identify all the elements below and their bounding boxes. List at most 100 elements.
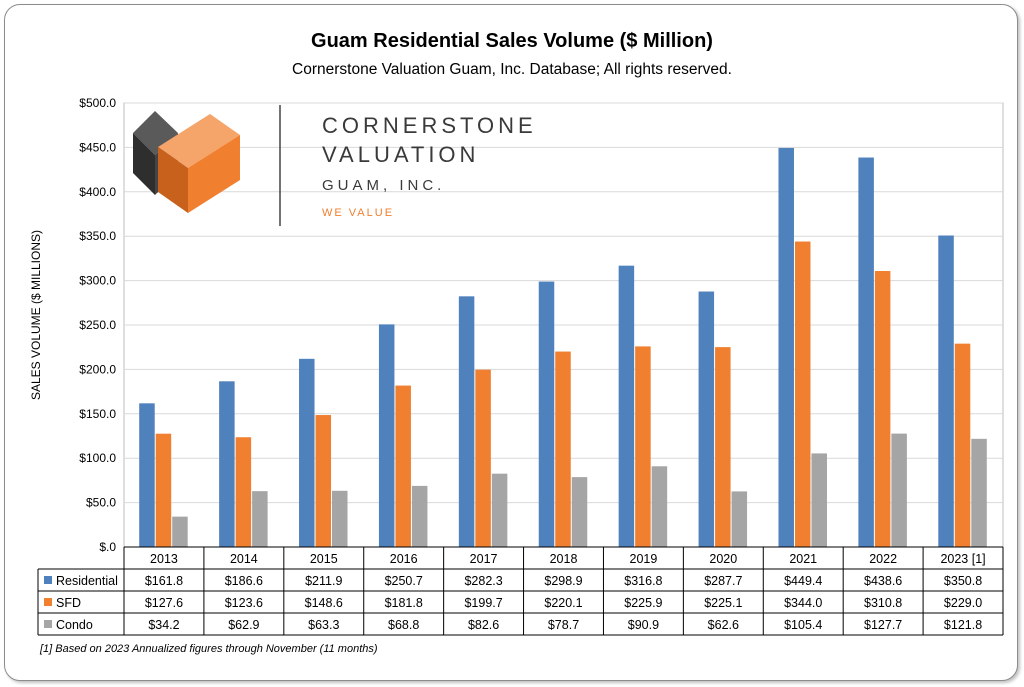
data-label: $63.3 bbox=[308, 618, 339, 632]
chart-subtitle: Cornerstone Valuation Guam, Inc. Databas… bbox=[292, 61, 732, 78]
bar-sfd-2021 bbox=[794, 241, 811, 547]
data-label: $199.7 bbox=[464, 596, 502, 610]
data-label: $225.9 bbox=[624, 596, 662, 610]
y-tick-label: $400.0 bbox=[79, 185, 116, 199]
y-tick-label: $450.0 bbox=[79, 140, 116, 154]
legend-swatch-condo bbox=[44, 620, 52, 628]
legend-swatch-residential bbox=[44, 576, 52, 584]
logo-orange-right bbox=[188, 135, 240, 213]
data-label: $225.1 bbox=[704, 596, 742, 610]
data-label: $105.4 bbox=[784, 618, 822, 632]
bar-condo-2017 bbox=[491, 473, 508, 547]
data-label: $250.7 bbox=[385, 574, 423, 588]
data-label: $127.7 bbox=[864, 618, 902, 632]
y-tick-label: $50.0 bbox=[86, 496, 116, 510]
bar-residential-2015 bbox=[299, 358, 315, 547]
footnote: [1] Based on 2023 Annualized figures thr… bbox=[40, 643, 378, 655]
bar-residential-20231 bbox=[938, 235, 954, 547]
bar-sfd-2019 bbox=[635, 346, 651, 547]
bar-residential-2014 bbox=[219, 381, 235, 547]
bar-condo-2020 bbox=[731, 491, 748, 547]
x-tick-label: 2020 bbox=[709, 552, 737, 566]
data-label: $82.6 bbox=[468, 618, 499, 632]
bar-sfd-2013 bbox=[155, 433, 172, 547]
bar-condo-20231 bbox=[971, 438, 987, 547]
bar-residential-2013 bbox=[139, 403, 155, 547]
x-tick-label: 2019 bbox=[630, 552, 658, 566]
x-tick-label: 2022 bbox=[869, 552, 897, 566]
bar-sfd-2018 bbox=[555, 351, 571, 547]
data-label: $344.0 bbox=[784, 596, 822, 610]
legend-label-residential: Residential bbox=[56, 574, 118, 588]
logo-dark-left bbox=[133, 133, 155, 195]
logo-tagline: WE VALUE bbox=[322, 207, 394, 219]
bar-residential-2021 bbox=[778, 147, 794, 547]
bar-sfd-2014 bbox=[235, 437, 252, 547]
legend-label-condo: Condo bbox=[56, 618, 93, 632]
bar-condo-2014 bbox=[252, 491, 268, 547]
bar-residential-2018 bbox=[538, 281, 555, 547]
data-label: $282.3 bbox=[464, 574, 502, 588]
bar-residential-2016 bbox=[378, 324, 395, 547]
data-label: $316.8 bbox=[624, 574, 662, 588]
logo-orange-left bbox=[158, 147, 188, 213]
x-tick-label: 2016 bbox=[390, 552, 418, 566]
x-tick-label: 2013 bbox=[150, 552, 178, 566]
bar-condo-2013 bbox=[172, 516, 188, 547]
data-label: $123.6 bbox=[225, 596, 263, 610]
y-tick-label: $.0 bbox=[99, 540, 116, 554]
data-label: $438.6 bbox=[864, 574, 902, 588]
data-label: $62.9 bbox=[228, 618, 259, 632]
bars bbox=[139, 147, 987, 547]
bar-sfd-20231 bbox=[954, 343, 971, 547]
bar-condo-2021 bbox=[811, 453, 827, 547]
bar-sfd-2022 bbox=[874, 271, 891, 547]
data-label: $350.8 bbox=[944, 574, 982, 588]
bar-sfd-2020 bbox=[715, 347, 731, 547]
logo-line1: CORNERSTONE bbox=[322, 113, 537, 138]
data-label: $121.8 bbox=[944, 618, 982, 632]
y-tick-label: $200.0 bbox=[79, 362, 116, 376]
data-label: $68.8 bbox=[388, 618, 419, 632]
bar-residential-2017 bbox=[458, 296, 475, 547]
logo-orange-top bbox=[158, 114, 240, 168]
company-logo: CORNERSTONE VALUATION GUAM, INC. WE VALU… bbox=[133, 105, 537, 226]
y-tick-label: $150.0 bbox=[79, 407, 116, 421]
data-label: $211.9 bbox=[305, 574, 342, 588]
bar-sfd-2016 bbox=[395, 385, 411, 547]
y-tick-label: $250.0 bbox=[79, 318, 116, 332]
data-label: $148.6 bbox=[305, 596, 343, 610]
bar-condo-2019 bbox=[651, 466, 668, 547]
data-label: $310.8 bbox=[864, 596, 902, 610]
chart-frame bbox=[4, 4, 1018, 681]
bar-condo-2016 bbox=[411, 485, 428, 547]
chart-title: Guam Residential Sales Volume ($ Million… bbox=[311, 30, 713, 52]
data-label: $161.8 bbox=[145, 574, 183, 588]
bar-condo-2018 bbox=[571, 477, 588, 547]
y-tick-label: $100.0 bbox=[79, 451, 116, 465]
x-tick-label: 2018 bbox=[550, 552, 578, 566]
data-table: 2013 2014 2015 2016 2017 2018 2019 2020 2021 2022… bbox=[37, 546, 1004, 636]
y-tick-label: $300.0 bbox=[79, 274, 116, 288]
data-label: $449.4 bbox=[784, 574, 822, 588]
logo-line3: GUAM, INC. bbox=[322, 177, 445, 194]
data-label: $186.6 bbox=[225, 574, 263, 588]
y-tick-label: $500.0 bbox=[79, 96, 116, 110]
x-tick-label: 2015 bbox=[310, 552, 338, 566]
x-tick-label: 2017 bbox=[470, 552, 498, 566]
legend-label-sfd: SFD bbox=[56, 596, 81, 610]
data-label: $220.1 bbox=[544, 596, 582, 610]
x-tick-label: 2021 bbox=[789, 552, 817, 566]
logo-line2: VALUATION bbox=[322, 142, 479, 167]
x-tick-label: 2023 [1] bbox=[940, 552, 985, 566]
data-label: $127.6 bbox=[145, 596, 183, 610]
logo-dark-top bbox=[133, 111, 178, 155]
data-label: $34.2 bbox=[148, 618, 179, 632]
bar-residential-2019 bbox=[618, 265, 635, 547]
x-tick-label: 2014 bbox=[230, 552, 258, 566]
legend-swatch-sfd bbox=[44, 598, 52, 606]
bar-sfd-2015 bbox=[315, 415, 332, 547]
data-label: $298.9 bbox=[544, 574, 582, 588]
bar-condo-2015 bbox=[332, 490, 348, 547]
